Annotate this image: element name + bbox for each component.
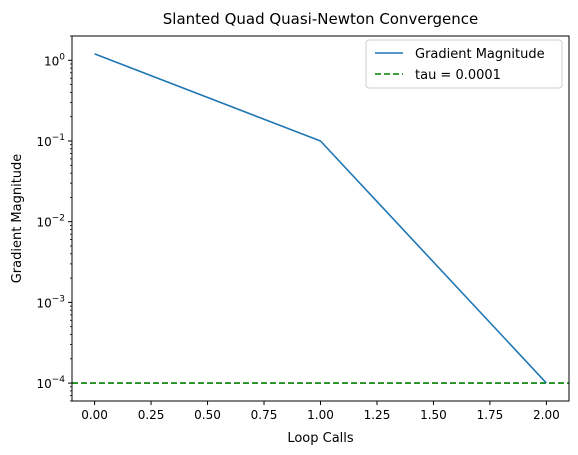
legend-entry-tau-label: tau = 0.0001 bbox=[415, 68, 501, 83]
legend-entry-gradient-magnitude-label: Gradient Magnitude bbox=[415, 47, 545, 62]
plot-area bbox=[72, 36, 569, 401]
y-tick-label: 100 bbox=[44, 52, 65, 68]
series-line-gradient-magnitude bbox=[94, 53, 547, 384]
y-tick-base: 10 bbox=[36, 377, 51, 391]
plot-marks bbox=[72, 53, 569, 384]
y-tick-base: 10 bbox=[44, 54, 59, 68]
x-tick-label: 1.25 bbox=[364, 408, 391, 422]
x-tick-label: 2.00 bbox=[533, 408, 560, 422]
x-tick-label: 1.75 bbox=[477, 408, 504, 422]
y-tick-exponent: −3 bbox=[52, 294, 65, 304]
y-tick-label: 10−3 bbox=[36, 294, 65, 310]
y-tick-label: 10−1 bbox=[36, 133, 65, 149]
x-tick-label: 1.50 bbox=[420, 408, 447, 422]
y-tick-base: 10 bbox=[36, 296, 51, 310]
y-tick-base: 10 bbox=[36, 216, 51, 230]
y-tick-exponent: −1 bbox=[52, 133, 65, 143]
y-tick-base: 10 bbox=[36, 135, 51, 149]
y-tick-label: 10−2 bbox=[36, 214, 65, 230]
y-tick-label: 10−4 bbox=[36, 375, 65, 391]
x-tick-label: 0.50 bbox=[194, 408, 221, 422]
chart-title: Slanted Quad Quasi-Newton Convergence bbox=[163, 10, 478, 28]
legend: Gradient Magnitude tau = 0.0001 bbox=[365, 39, 563, 89]
x-tick-label: 0.00 bbox=[81, 408, 108, 422]
axis-ticks: 0.00 0.25 0.50 0.75 1.00 1.25 1.50 1.75 2.0010−4… bbox=[36, 35, 560, 422]
legend-box bbox=[365, 39, 563, 89]
x-tick-label: 0.25 bbox=[138, 408, 165, 422]
y-tick-exponent: −4 bbox=[52, 375, 66, 385]
y-tick-exponent: −2 bbox=[52, 214, 65, 224]
plot-frame bbox=[71, 35, 570, 402]
y-tick-exponent: 0 bbox=[59, 52, 65, 62]
x-tick-label: 0.75 bbox=[251, 408, 278, 422]
y-axis-label: Gradient Magnitude bbox=[10, 154, 25, 284]
x-axis-label: Loop Calls bbox=[287, 431, 354, 446]
x-tick-label: 1.00 bbox=[307, 408, 334, 422]
